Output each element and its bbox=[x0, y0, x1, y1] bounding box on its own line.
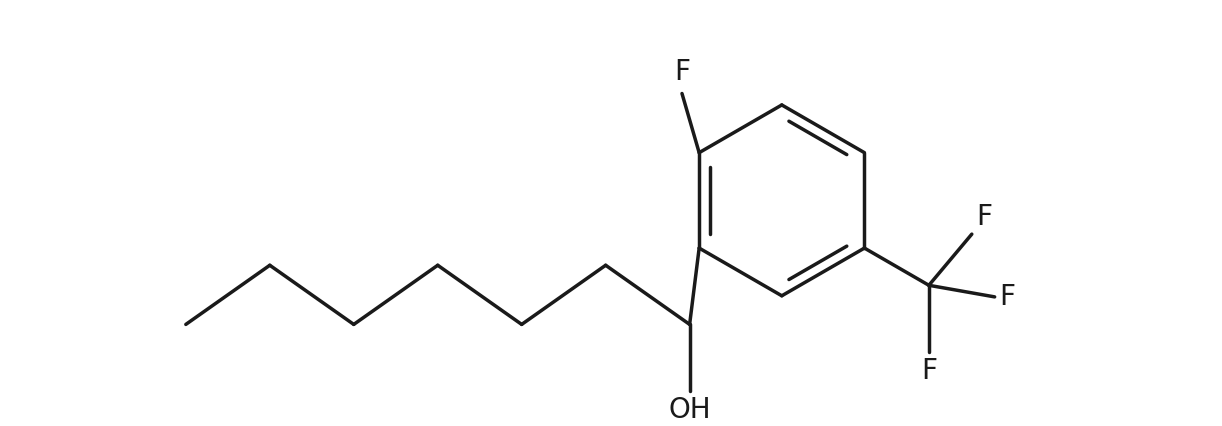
Text: F: F bbox=[675, 58, 690, 86]
Text: F: F bbox=[921, 357, 937, 385]
Text: F: F bbox=[976, 203, 992, 231]
Text: F: F bbox=[1000, 283, 1015, 311]
Text: OH: OH bbox=[668, 396, 711, 424]
